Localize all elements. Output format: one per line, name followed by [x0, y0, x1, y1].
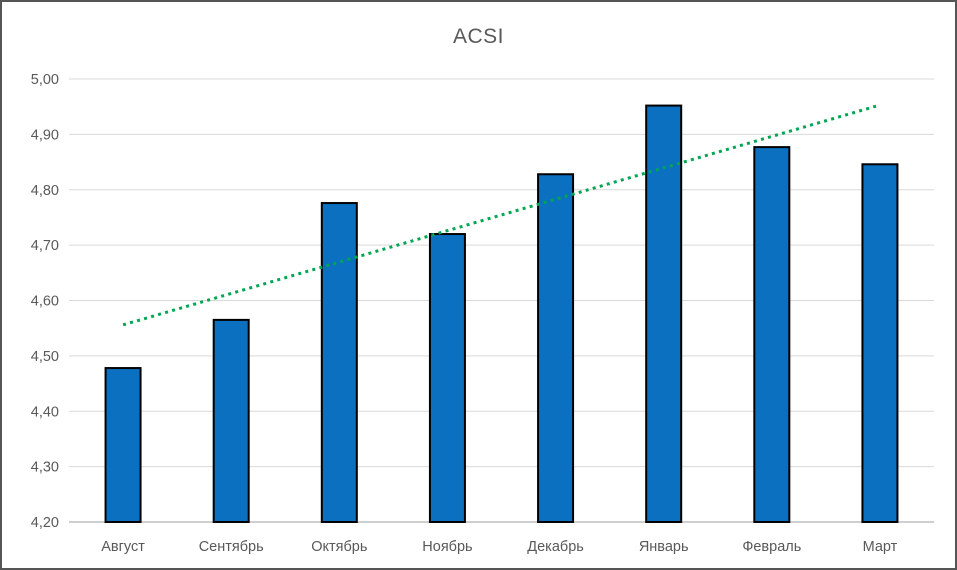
x-axis-tick-label: Январь — [639, 539, 689, 555]
y-axis-tick-label: 4,60 — [31, 294, 59, 310]
x-axis-tick-label: Март — [863, 539, 898, 555]
y-axis-tick-label: 4,40 — [31, 404, 59, 420]
y-axis-tick-label: 4,80 — [31, 183, 59, 199]
y-axis-tick-label: 4,20 — [31, 515, 59, 531]
bar[interactable] — [645, 104, 683, 524]
bar[interactable] — [861, 163, 899, 523]
y-axis-tick-label: 4,30 — [31, 460, 59, 476]
bar[interactable] — [104, 367, 142, 523]
y-axis-tick-label: 5,00 — [31, 72, 59, 88]
bar[interactable] — [753, 146, 791, 524]
x-axis-tick-label: Декабрь — [527, 539, 584, 555]
bar[interactable] — [320, 202, 358, 523]
x-axis-tick-label: Август — [101, 539, 145, 555]
bar[interactable] — [537, 173, 575, 523]
bar[interactable] — [428, 233, 466, 524]
y-axis-tick-label: 4,50 — [31, 349, 59, 365]
chart-title: ACSI — [452, 25, 504, 48]
bar[interactable] — [212, 318, 250, 523]
y-axis-tick-label: 4,70 — [31, 238, 59, 254]
y-axis-tick-label: 4,90 — [31, 127, 59, 143]
x-axis-tick-label: Сентябрь — [199, 539, 264, 555]
x-axis-tick-label: Октябрь — [311, 539, 367, 555]
x-axis-tick-label: Февраль — [742, 539, 801, 555]
x-axis-tick-label: Ноябрь — [422, 539, 472, 555]
